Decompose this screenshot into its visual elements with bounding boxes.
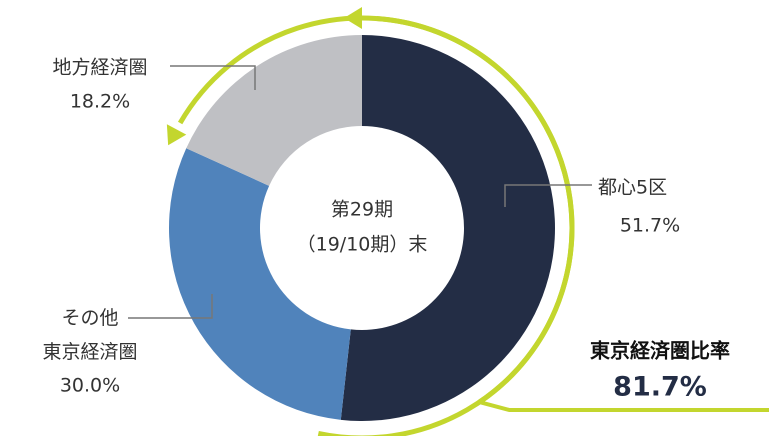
center-label: 第29期 [331,199,393,221]
center-label: （19/10期）末 [297,234,428,256]
donut [169,35,556,422]
leader-line [128,294,213,319]
value-label: 18.2% [70,91,130,113]
leader-line [170,65,256,90]
arrow-head [344,7,362,29]
summary-value: 81.7% [613,372,707,403]
donut-slice [340,35,556,422]
callout-line [478,400,769,412]
category-label: その他東京経済圏 [42,307,137,363]
value-label: 51.7% [620,215,680,237]
value-label: 30.0% [60,375,120,397]
category-label: 地方経済圏 [52,57,147,79]
arrow-arc [177,15,575,436]
donut-slice [186,35,362,186]
summary-title: 東京経済圏比率 [590,339,730,363]
highlight-arrows [166,7,769,436]
category-label: 都心5区 [598,177,667,199]
donut-slice [169,148,351,420]
arrow-head [166,124,187,146]
leader-line [504,184,592,207]
